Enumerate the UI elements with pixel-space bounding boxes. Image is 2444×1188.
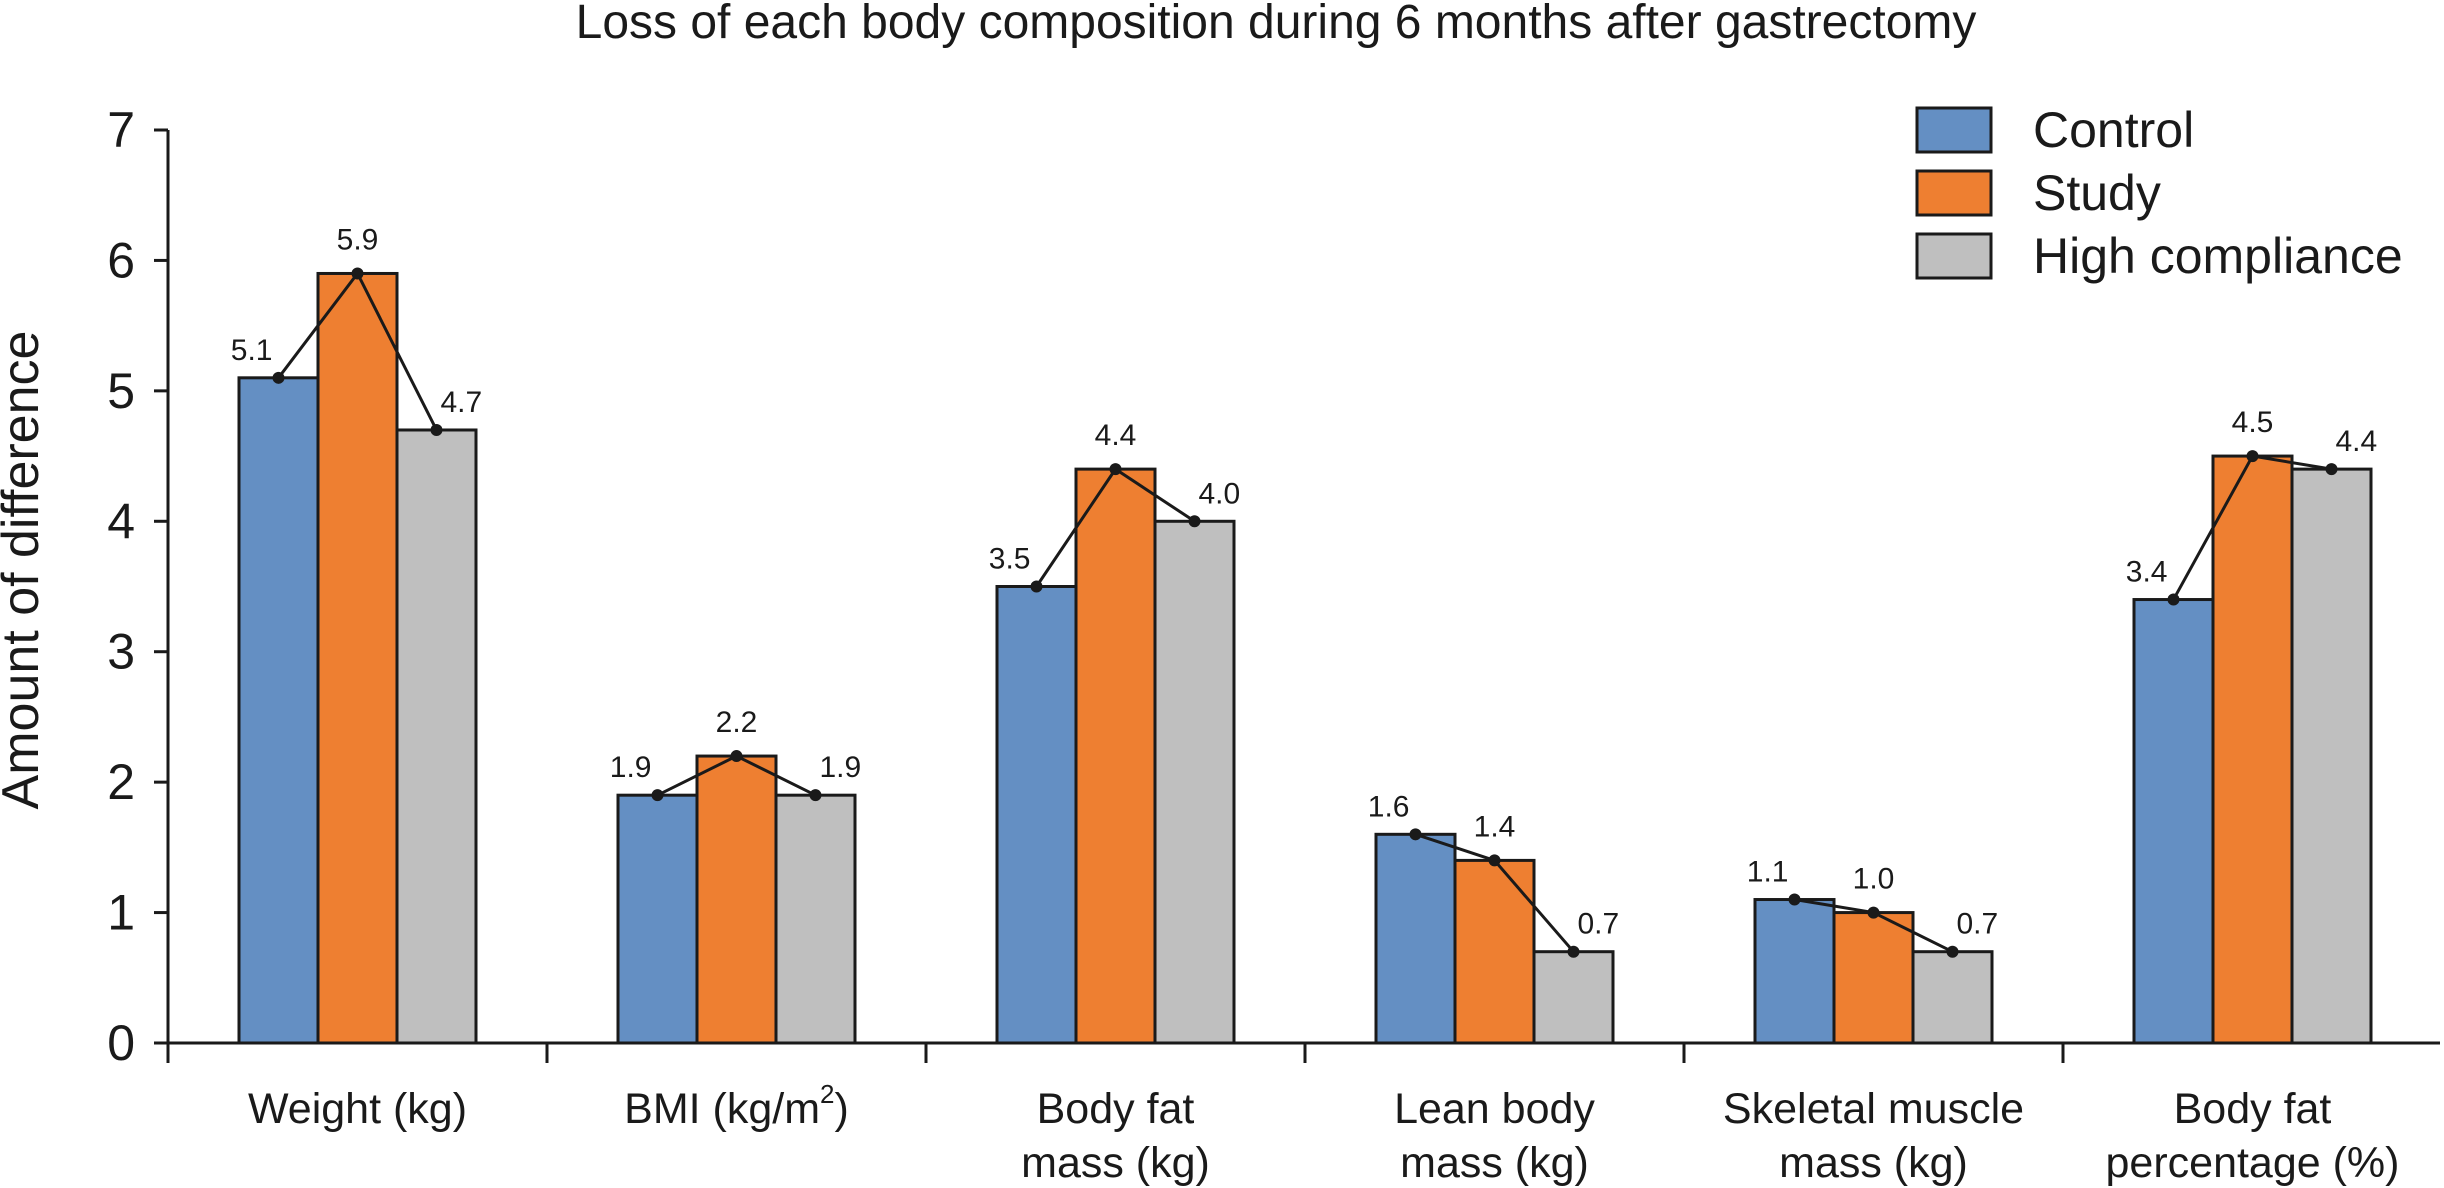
data-label: 1.0 [1853,863,1895,896]
legend: Control Study High compliance [1915,102,2403,284]
data-label: 4.7 [441,386,483,419]
data-label: 0.7 [1957,908,1999,941]
y-tick-label: 3 [107,624,135,680]
legend-swatch-control [1915,106,1993,154]
x-tick-label: Skeletal muscle mass (kg) [1723,1085,2024,1187]
connector-lines [272,267,2338,958]
connector-point [2246,450,2259,463]
data-label: 1.9 [820,751,862,784]
bar-study [695,754,778,1045]
bar-study [316,271,399,1045]
data-label: 5.9 [337,223,379,256]
connector-point [1946,945,1959,958]
data-label: 1.6 [1368,790,1410,823]
bar-study [1453,858,1536,1045]
bar-control [237,376,320,1045]
connector-point [730,750,743,763]
data-label: 4.5 [2232,406,2274,439]
bars [237,271,2373,1045]
data-label: 1.9 [610,751,652,784]
bar-high-compliance [1153,519,1236,1045]
legend-swatch-high-compliance [1915,232,1993,280]
y-tick-label: 0 [107,1015,135,1071]
data-label: 4.4 [2336,425,2378,458]
chart-title: Loss of each body composition during 6 m… [576,0,1977,49]
connector-point [351,267,364,280]
connector-point [1409,828,1422,841]
connector-point [1488,854,1501,867]
data-label: 5.1 [231,334,273,367]
bar-high-compliance [2290,467,2373,1045]
bar-control [616,793,699,1045]
data-label: 2.2 [716,706,758,739]
data-labels: 5.1 5.9 4.7 1.9 2.2 1.9 3.5 4.4 4.0 1.6 1.4 0.7 1.1 1… [231,223,2377,940]
connector-point [1109,463,1122,476]
y-tick-label: 5 [107,363,135,419]
x-tick-label: BMI (kg/m2) [624,1079,849,1133]
bar-high-compliance [395,428,478,1045]
connector-point [1030,580,1043,593]
legend-swatch-study [1915,169,1993,217]
axes: 0 1 2 3 4 5 6 7 [107,102,2440,1071]
connector-point [272,371,285,384]
connector-point [2167,593,2180,606]
y-tick-label: 7 [107,102,135,158]
connector-point [2325,463,2338,476]
bar-control [2132,598,2215,1045]
y-tick-label: 6 [107,232,135,288]
y-axis-label: Amount of difference [0,331,50,810]
bar-control [1753,898,1836,1045]
connector-point [809,789,822,802]
connector-point [651,789,664,802]
connector-point [1188,515,1201,528]
data-label: 4.4 [1095,419,1137,452]
data-label: 1.1 [1747,856,1789,889]
legend-label: Control [2033,102,2194,158]
bar-control [995,585,1078,1045]
bar-study [1832,911,1915,1045]
connector-point [1567,945,1580,958]
connector-point [430,423,443,436]
bar-study [1074,467,1157,1045]
bar-high-compliance [1911,950,1994,1045]
x-tick-label: Body fat percentage (%) [2106,1085,2400,1187]
x-tick-label: Weight (kg) [248,1085,467,1133]
data-label: 3.4 [2126,556,2168,589]
y-tick-label: 2 [107,754,135,810]
bar-control [1374,832,1457,1045]
bar-study [2211,454,2294,1045]
legend-label: High compliance [2033,228,2403,284]
x-tick-label: Body fat mass (kg) [1021,1085,1210,1187]
y-tick-label: 1 [107,885,135,941]
data-label: 4.0 [1199,477,1241,510]
data-label: 0.7 [1578,908,1620,941]
connector-point [1867,906,1880,919]
data-label: 1.4 [1474,810,1516,843]
data-label: 3.5 [989,543,1031,576]
y-tick-label: 4 [107,493,135,549]
x-tick-label: Lean body mass (kg) [1394,1085,1595,1187]
x-tick-labels: Weight (kg) BMI (kg/m2) Body fat mass (kg) L… [248,1079,2400,1187]
connector-point [1788,893,1801,906]
legend-label: Study [2033,165,2161,221]
bar-high-compliance [774,793,857,1045]
bar-high-compliance [1532,950,1615,1045]
